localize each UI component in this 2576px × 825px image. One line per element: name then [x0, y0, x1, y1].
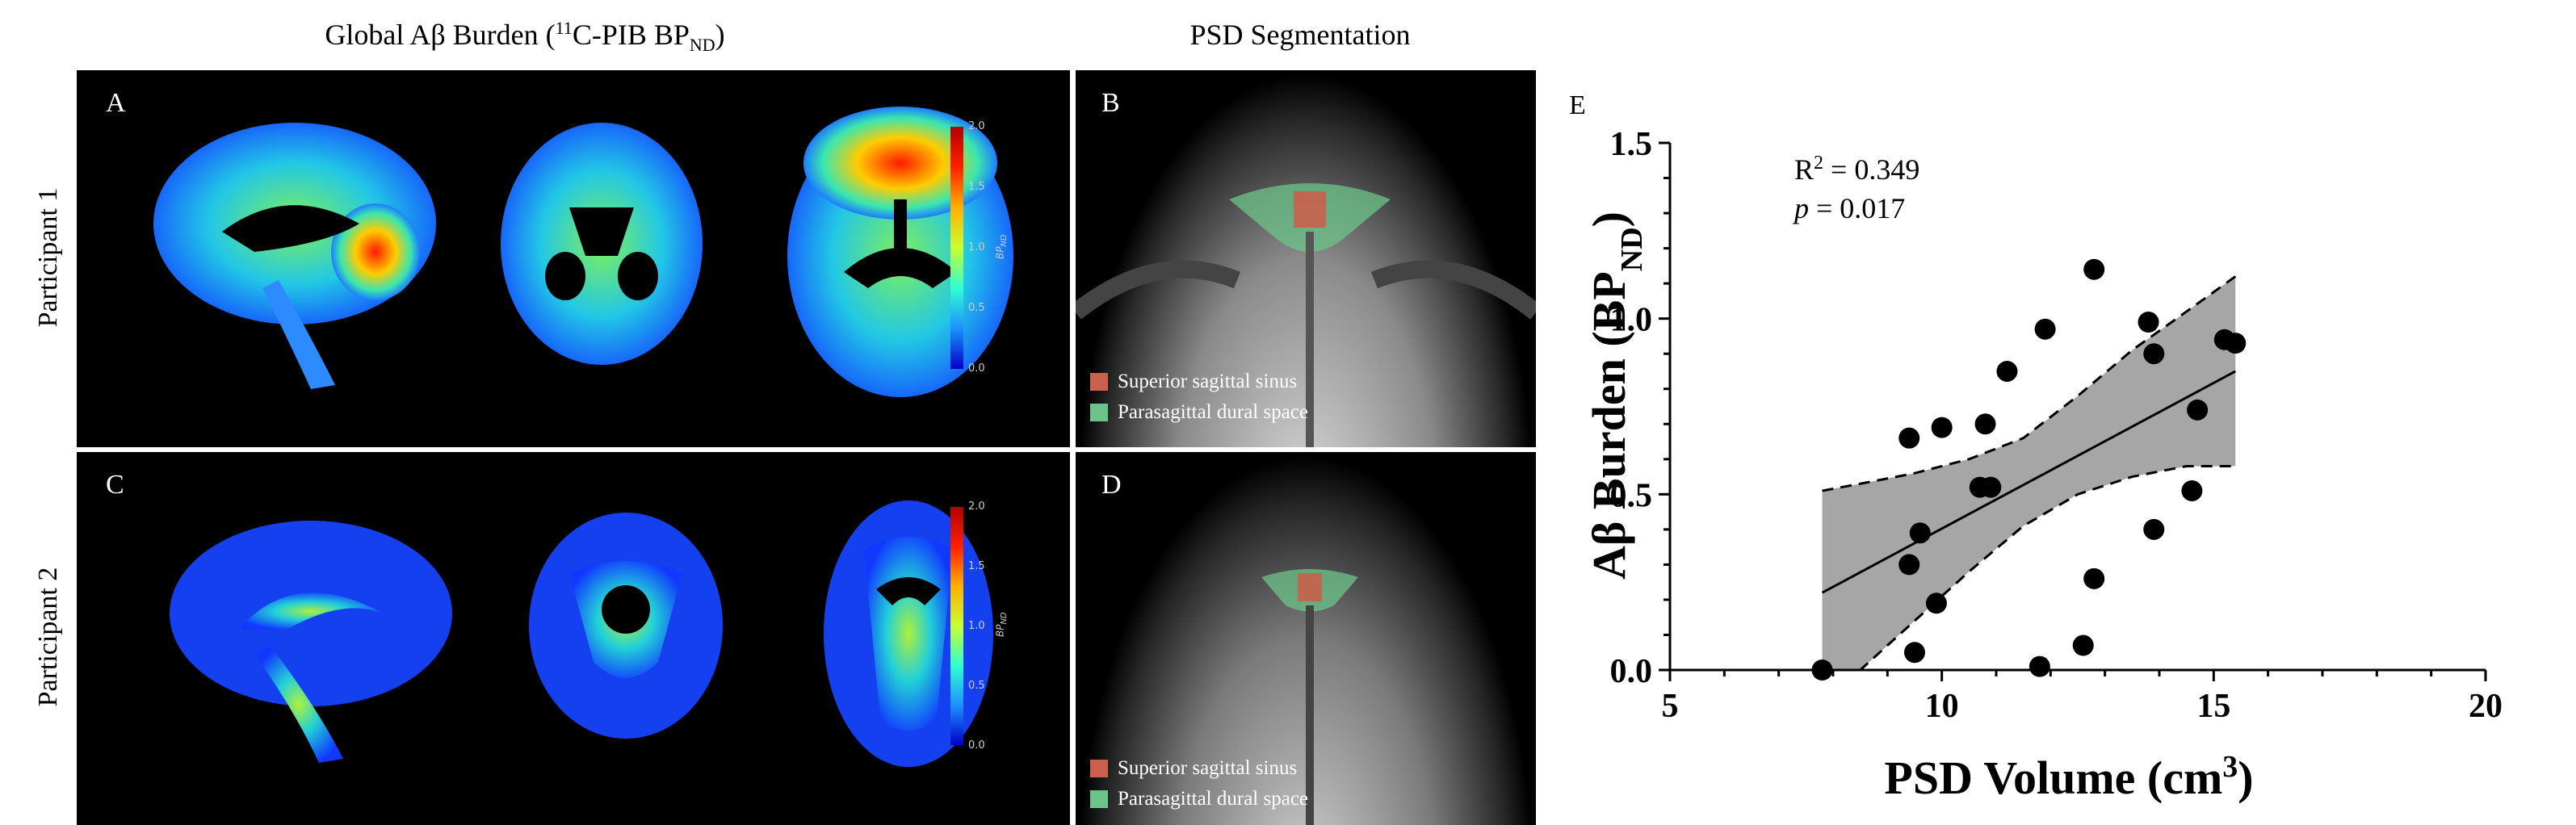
left-column-title: Global Aβ Burden (11C-PIB BPND)	[325, 18, 725, 56]
y-tick-label: 0.5	[1610, 477, 1653, 514]
panel-b-mri-segmentation: B Superior sagittal sinus Parasagittal d…	[1076, 70, 1536, 447]
data-point	[1811, 660, 1833, 681]
colorbar-c-tick: 1.0	[968, 620, 985, 632]
annotation-p: p = 0.017	[1792, 192, 1905, 224]
panel-a-pet-images: A 2.0 1.5 1.0 0.5 0.0 BPND	[77, 70, 1070, 447]
y-tick-label: 1.0	[1610, 302, 1653, 339]
data-point	[2181, 480, 2203, 501]
data-point	[1909, 522, 1931, 544]
panel-label-e: E	[1569, 90, 1586, 120]
colorbar-a-tick: 2.0	[968, 120, 985, 132]
data-point	[2072, 634, 2094, 656]
right-column-title: PSD Segmentation	[1189, 19, 1411, 51]
ci-upper-line	[1822, 275, 2237, 492]
sss-swatch	[1090, 373, 1108, 391]
data-point	[1974, 413, 1996, 435]
pet-brain-scans-participant-2	[170, 500, 993, 767]
data-point	[1925, 593, 1947, 614]
confidence-band	[1822, 276, 2236, 670]
colorbar-c-label: BPND	[994, 612, 1009, 638]
data-point	[1904, 642, 1925, 664]
psd-swatch	[1090, 790, 1108, 808]
psd-swatch	[1090, 404, 1108, 421]
legend-sss-d: Superior sagittal sinus	[1090, 757, 1297, 780]
colorbar-a	[950, 127, 963, 369]
panel-label-b: B	[1101, 88, 1120, 118]
data-point	[2143, 343, 2165, 365]
colorbar-c	[950, 507, 963, 745]
y-tick-label: 1.5	[1610, 126, 1653, 163]
x-tick-label: 10	[1925, 688, 1959, 725]
colorbar-c-tick: 0.0	[968, 739, 985, 752]
annotation-r2: R2 = 0.349	[1794, 153, 1919, 186]
x-tick-label: 5	[1662, 688, 1679, 725]
colorbar-c-tick: 1.5	[968, 560, 985, 572]
x-axis-label: PSD Volume (cm3)	[1884, 750, 2253, 804]
scatter-chart-psd-volume-vs-abeta: 5 10 15 20 0.0 0.5 1.0 1.5 R2 = 0.349 p = 0.017…	[1583, 126, 2503, 804]
row-label-participant-2: Participant 2	[33, 567, 63, 707]
row-label-participant-1: Participant 1	[33, 187, 63, 328]
data-point	[1980, 476, 2002, 498]
colorbar-c-tick: 0.5	[968, 680, 985, 692]
ci-lower-line	[1822, 465, 2236, 672]
x-tick-label: 20	[2469, 688, 2503, 725]
data-point	[1898, 554, 1920, 576]
colorbar-a-label: BPND	[994, 234, 1009, 260]
data-point	[2083, 258, 2105, 280]
data-point	[1996, 360, 2018, 382]
sss-swatch	[1090, 760, 1108, 777]
colorbar-a-tick: 1.5	[968, 181, 985, 193]
colorbar-a-tick: 1.0	[968, 241, 985, 253]
x-tick-label: 15	[2196, 688, 2230, 725]
y-axis-label: Aβ Burden (BPND)	[1583, 211, 1649, 580]
data-point	[2083, 567, 2105, 589]
colorbar-c-tick: 2.0	[968, 500, 985, 513]
data-point	[2225, 333, 2247, 354]
colorbar-a-tick: 0.5	[968, 302, 985, 314]
mri-image-participant-1	[1076, 183, 1536, 447]
data-point	[2034, 318, 2056, 340]
data-point	[2028, 655, 2050, 677]
pet-brain-scans-participant-1	[153, 107, 1013, 397]
regression-line	[1821, 370, 2236, 594]
panel-label-c: C	[106, 470, 124, 500]
data-point	[1898, 427, 1920, 449]
mri-image-participant-2	[1261, 569, 1358, 825]
y-tick-label: 0.0	[1610, 653, 1653, 690]
legend-psd: Parasagittal dural space	[1090, 401, 1308, 424]
panel-d-mri-segmentation: D Superior sagittal sinus Parasagittal d…	[1076, 452, 1536, 825]
panel-c-pet-images: C 2.0 1.5 1.0 0.5 0.0 BPND	[77, 452, 1070, 825]
data-point	[2138, 312, 2159, 333]
data-point	[1931, 417, 1953, 438]
legend-psd-d: Parasagittal dural space	[1090, 788, 1308, 810]
panel-label-d: D	[1101, 470, 1122, 500]
data-point	[2187, 399, 2209, 421]
data-point	[2143, 518, 2165, 540]
panel-label-a: A	[106, 88, 126, 118]
legend-sss: Superior sagittal sinus	[1090, 371, 1297, 393]
colorbar-a-tick: 0.0	[968, 362, 985, 375]
